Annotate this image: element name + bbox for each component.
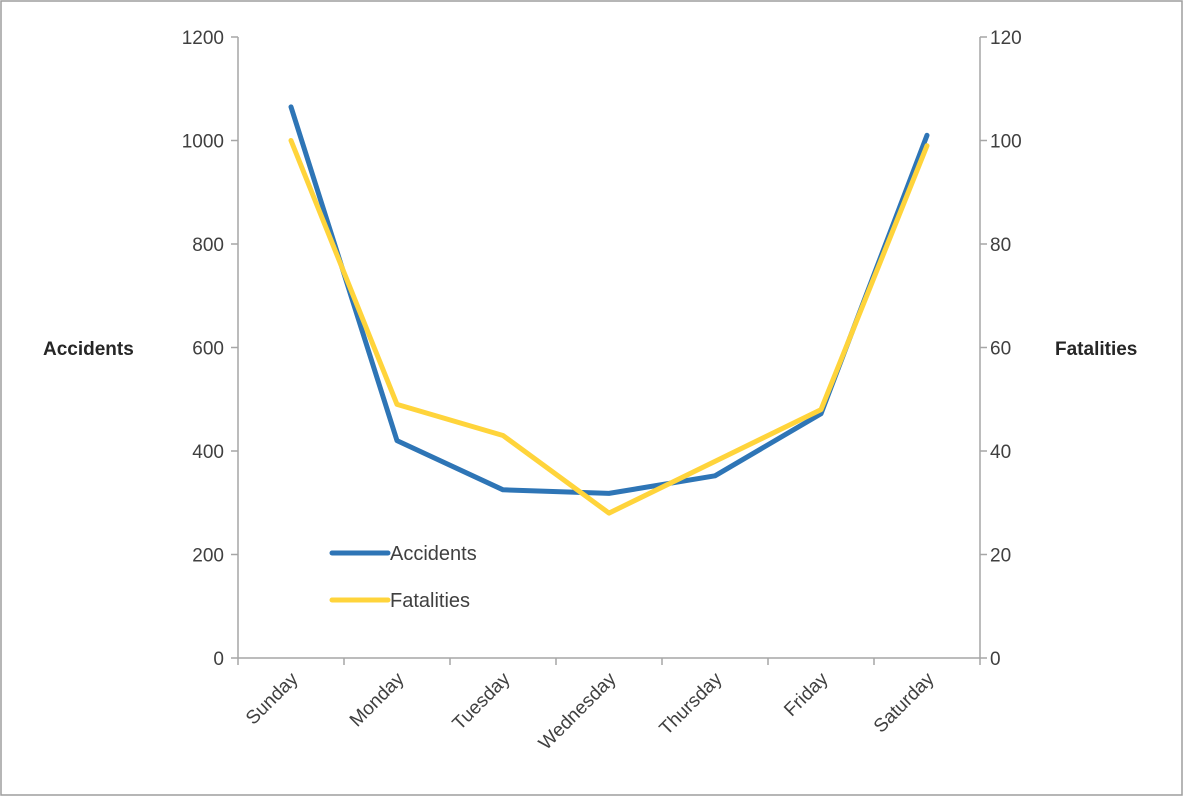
y-axis-right-title: Fatalities [1055, 339, 1137, 360]
y-left-tick-label: 600 [192, 339, 224, 360]
y-left-tick-label: 400 [192, 442, 224, 463]
y-right-tick-label: 60 [990, 339, 1011, 360]
y-left-tick-label: 0 [213, 649, 224, 670]
y-right-tick-label: 100 [990, 132, 1022, 153]
y-left-tick-label: 1200 [182, 28, 224, 49]
y-right-tick-label: 40 [990, 442, 1011, 463]
legend: Accidents Fatalities [329, 543, 477, 612]
series-group [288, 104, 930, 516]
series-line-fatalities [288, 138, 930, 516]
y-right-tick-label: 120 [990, 28, 1022, 49]
legend-label-accidents: Accidents [390, 543, 477, 565]
legend-label-fatalities: Fatalities [390, 590, 470, 612]
y-axis-left-title: Accidents [43, 339, 134, 360]
y-right-tick-label: 20 [990, 546, 1011, 567]
y-left-tick-label: 200 [192, 546, 224, 567]
y-right-tick-label: 80 [990, 235, 1011, 256]
y-right-tick-label: 0 [990, 649, 1001, 670]
y-left-tick-label: 800 [192, 235, 224, 256]
y-left-tick-label: 1000 [182, 132, 224, 153]
series-line-accidents [288, 104, 930, 496]
